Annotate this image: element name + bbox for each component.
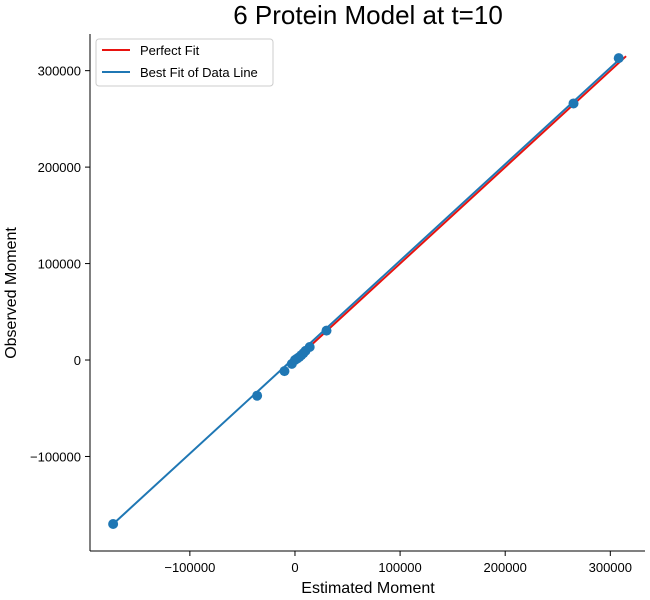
x-tick-label: 300000 — [589, 560, 632, 575]
x-ticks: −100000 0 100000 200000 300000 — [164, 551, 632, 575]
x-axis-label: Estimated Moment — [301, 580, 435, 597]
legend-box — [95, 38, 274, 87]
legend-label-best-fit: Best Fit of Data Line — [140, 65, 258, 80]
data-point — [304, 341, 315, 352]
chart-title: 6 Protein Model at t=10 — [233, 0, 503, 30]
data-point — [613, 53, 624, 64]
x-tick-label: 200000 — [484, 560, 527, 575]
y-tick-label: −100000 — [30, 449, 81, 464]
y-tick-label: 100000 — [38, 257, 81, 272]
x-tick-label: 100000 — [378, 560, 421, 575]
y-tick-label: 200000 — [38, 160, 81, 175]
data-point — [568, 98, 579, 109]
y-axis-label: Observed Moment — [3, 227, 20, 359]
legend-label-perfect-fit: Perfect Fit — [140, 43, 200, 58]
legend: Perfect Fit Best Fit of Data Line — [95, 38, 274, 87]
y-tick-label: 300000 — [38, 64, 81, 79]
data-point — [108, 518, 119, 529]
plot-area: −100000 0 100000 200000 300000 −100000 0 10000… — [30, 34, 645, 575]
y-tick-label: 0 — [74, 353, 81, 368]
data-point — [279, 366, 290, 377]
y-ticks: −100000 0 100000 200000 300000 — [30, 64, 90, 464]
x-tick-label: −100000 — [164, 560, 215, 575]
data-point — [252, 390, 263, 401]
data-point — [321, 325, 332, 336]
series-lines — [112, 55, 627, 525]
x-tick-label: 0 — [291, 560, 298, 575]
best-fit-line — [112, 57, 622, 525]
data-points — [108, 53, 624, 529]
